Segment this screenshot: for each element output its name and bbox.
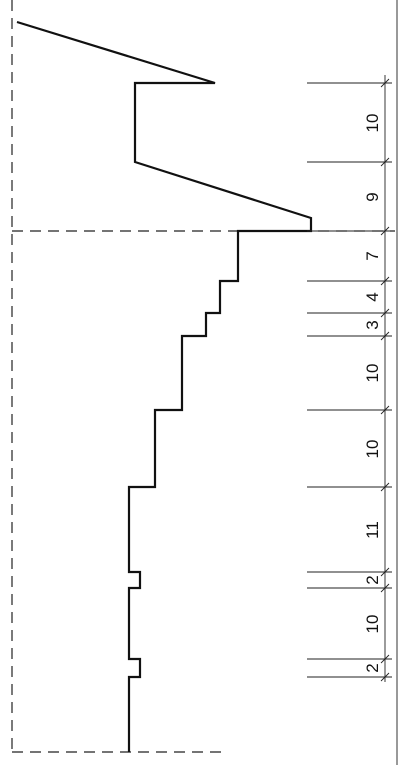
dimension-tick [380,672,390,682]
stepped-profile-line [16,20,313,752]
dimension-tick [380,482,390,492]
dimension-tick [380,226,390,236]
dimension-tick [380,276,390,286]
dimension-labels: 10 9 7 4 3 10 10 11 2 10 2 [363,114,382,673]
dimension-label: 2 [363,575,382,584]
dimension-label: 2 [363,663,382,672]
extension-lines [307,82,392,678]
reference-lines [11,0,395,753]
dimension-label: 9 [363,192,382,201]
dimension-label: 10 [363,440,382,459]
dimension-label: 10 [363,364,382,383]
dimension-label: 3 [363,320,382,329]
dimension-tick [380,654,390,664]
dimension-tick [380,567,390,577]
dimension-tick [380,583,390,593]
dimension-label: 10 [363,615,382,634]
dimension-ticks [380,78,390,682]
dimension-tick [380,308,390,318]
dimension-tick [380,78,390,88]
dimension-tick [380,157,390,167]
dimension-label: 10 [363,114,382,133]
dimension-tick [380,331,390,341]
dimension-label: 4 [363,292,382,301]
dimension-tick [380,405,390,415]
dimension-label: 7 [363,251,382,260]
dimension-label: 11 [363,521,382,539]
